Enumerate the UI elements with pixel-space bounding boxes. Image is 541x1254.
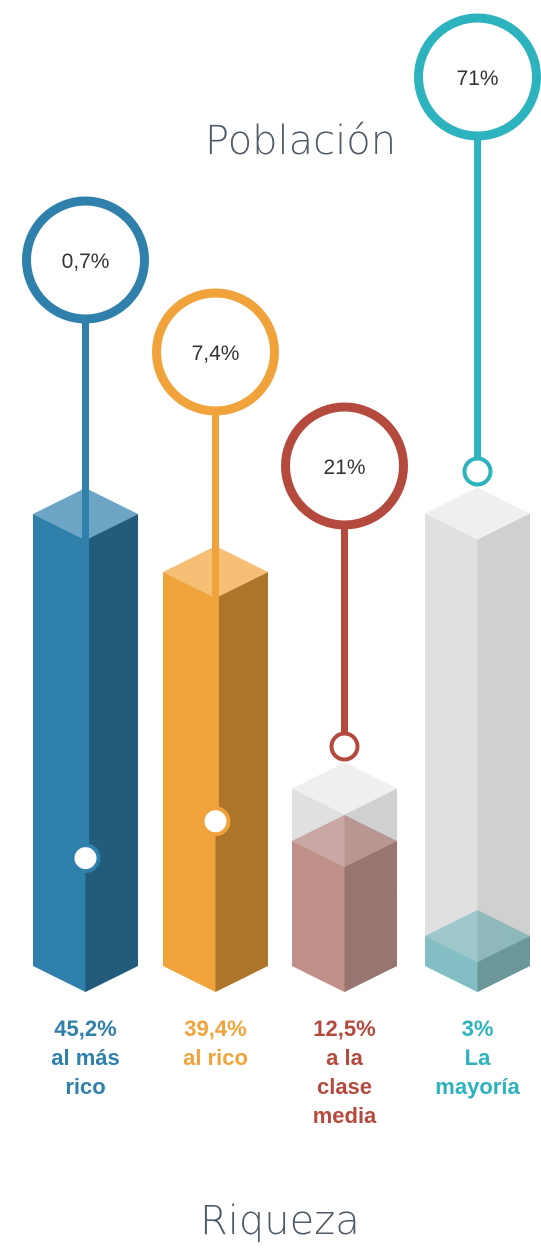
- population-marker-0: [70, 843, 101, 874]
- wealth-value: 45,2%: [54, 1016, 117, 1041]
- population-marker-1: [200, 806, 231, 837]
- wealth-bar-0-front-face: [33, 514, 86, 992]
- wealth-title: Riqueza: [200, 1198, 360, 1244]
- wealth-bar-1: [163, 546, 268, 992]
- wealth-bar-0-side-face: [85, 514, 138, 992]
- population-circle-1: [152, 288, 279, 416]
- wealth-label-3: 3% La mayoría: [418, 1014, 538, 1101]
- population-bar-2-front-face: [292, 788, 345, 992]
- population-bar-3: [425, 487, 530, 992]
- wealth-category-line: La: [464, 1045, 491, 1070]
- population-bar-2-side-face: [344, 788, 397, 992]
- wealth-category-line: a la: [326, 1045, 363, 1070]
- population-circle-3: [414, 13, 541, 141]
- population-bar-3-front-face: [425, 513, 478, 992]
- wealth-category-line: al rico: [183, 1045, 248, 1070]
- population-circle-2: [281, 402, 408, 530]
- population-value-label-2: 21%: [323, 456, 365, 479]
- population-bar-3-top-face: [425, 487, 530, 540]
- population-circle-0: [22, 196, 149, 324]
- population-bar-2: [292, 762, 397, 992]
- wealth-category-line: mayoría: [435, 1074, 520, 1099]
- wealth-label-1: 39,4% al rico: [156, 1014, 276, 1072]
- wealth-label-2: 12,5% a la clase media: [285, 1014, 405, 1130]
- population-value-label-1: 7,4%: [192, 342, 240, 365]
- wealth-category-line: al más: [51, 1045, 120, 1070]
- wealth-bar-1-front-face: [163, 572, 216, 992]
- population-bar-3-side-face: [477, 513, 530, 992]
- population-bar-2-top-face: [292, 762, 397, 815]
- wealth-bar-1-side-face: [215, 572, 268, 992]
- wealth-category-line: clase: [316, 1074, 373, 1099]
- wealth-value: 12,5%: [313, 1016, 376, 1041]
- population-marker-2: [329, 731, 360, 762]
- wealth-value: 39,4%: [184, 1016, 247, 1041]
- population-value-label-0: 0,7%: [62, 250, 110, 273]
- wealth-category-line: rico: [65, 1074, 106, 1099]
- wealth-category-line: media: [312, 1103, 377, 1128]
- wealth-bar-0: [33, 488, 138, 992]
- wealth-label-0: 45,2% al más rico: [26, 1014, 146, 1101]
- population-title: Población: [205, 118, 397, 164]
- population-marker-3: [462, 456, 493, 487]
- wealth-value: 3%: [461, 1016, 494, 1041]
- population-value-label-3: 71%: [456, 67, 498, 90]
